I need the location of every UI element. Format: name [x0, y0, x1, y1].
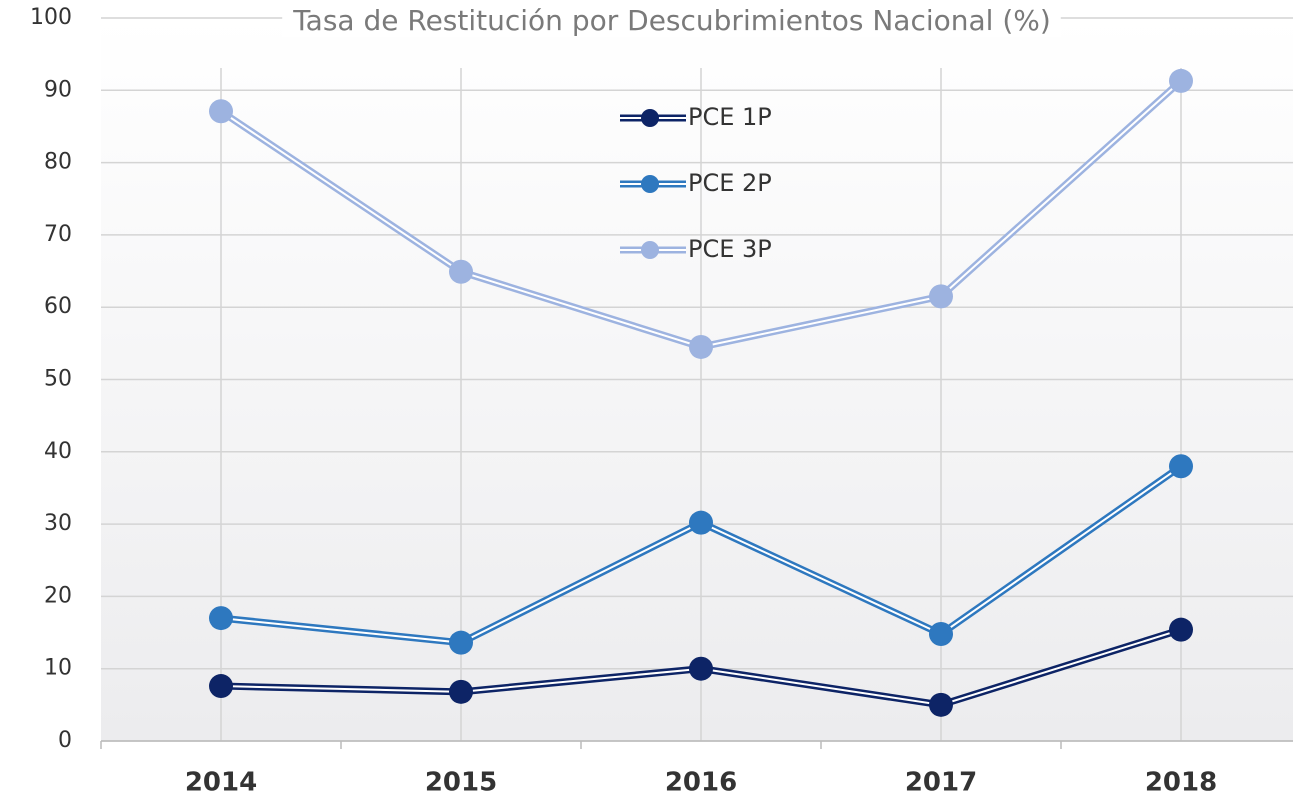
y-tick-label: 70: [44, 222, 72, 247]
x-tick-label: 2016: [665, 768, 737, 798]
point: [209, 674, 233, 699]
legend-marker: [641, 109, 659, 127]
point: [209, 99, 233, 124]
point: [449, 679, 473, 704]
x-tick-label: 2015: [425, 768, 497, 798]
y-tick-label: 0: [58, 728, 72, 753]
y-tick-label: 80: [44, 150, 72, 175]
x-tick-label: 2018: [1145, 768, 1217, 798]
point: [929, 284, 953, 309]
point: [929, 692, 953, 717]
title-background: [282, 4, 1061, 37]
y-tick-label: 20: [44, 583, 72, 608]
legend-marker: [641, 241, 659, 259]
legend-marker: [641, 175, 659, 193]
point: [689, 656, 713, 681]
y-tick-label: 40: [44, 439, 72, 464]
chart-title: Tasa de Restitución por Descubrimientos …: [292, 4, 1051, 37]
point: [449, 630, 473, 655]
y-tick-label: 90: [44, 77, 72, 102]
y-tick-label: 100: [30, 5, 72, 30]
y-tick-label: 50: [44, 367, 72, 392]
point: [449, 259, 473, 284]
point: [689, 334, 713, 359]
point: [929, 621, 953, 646]
y-tick-label: 30: [44, 511, 72, 536]
legend-label: PCE 3P: [688, 235, 772, 263]
point: [1169, 454, 1193, 479]
point: [209, 606, 233, 631]
x-tick-label: 2014: [185, 768, 257, 798]
x-tick-label: 2017: [905, 768, 977, 798]
legend-label: PCE 1P: [688, 103, 772, 131]
legend-label: PCE 2P: [688, 169, 772, 197]
y-tick-label: 10: [44, 656, 72, 681]
y-tick-label: 60: [44, 294, 72, 319]
point: [689, 510, 713, 535]
point: [1169, 617, 1193, 642]
point: [1169, 68, 1193, 93]
